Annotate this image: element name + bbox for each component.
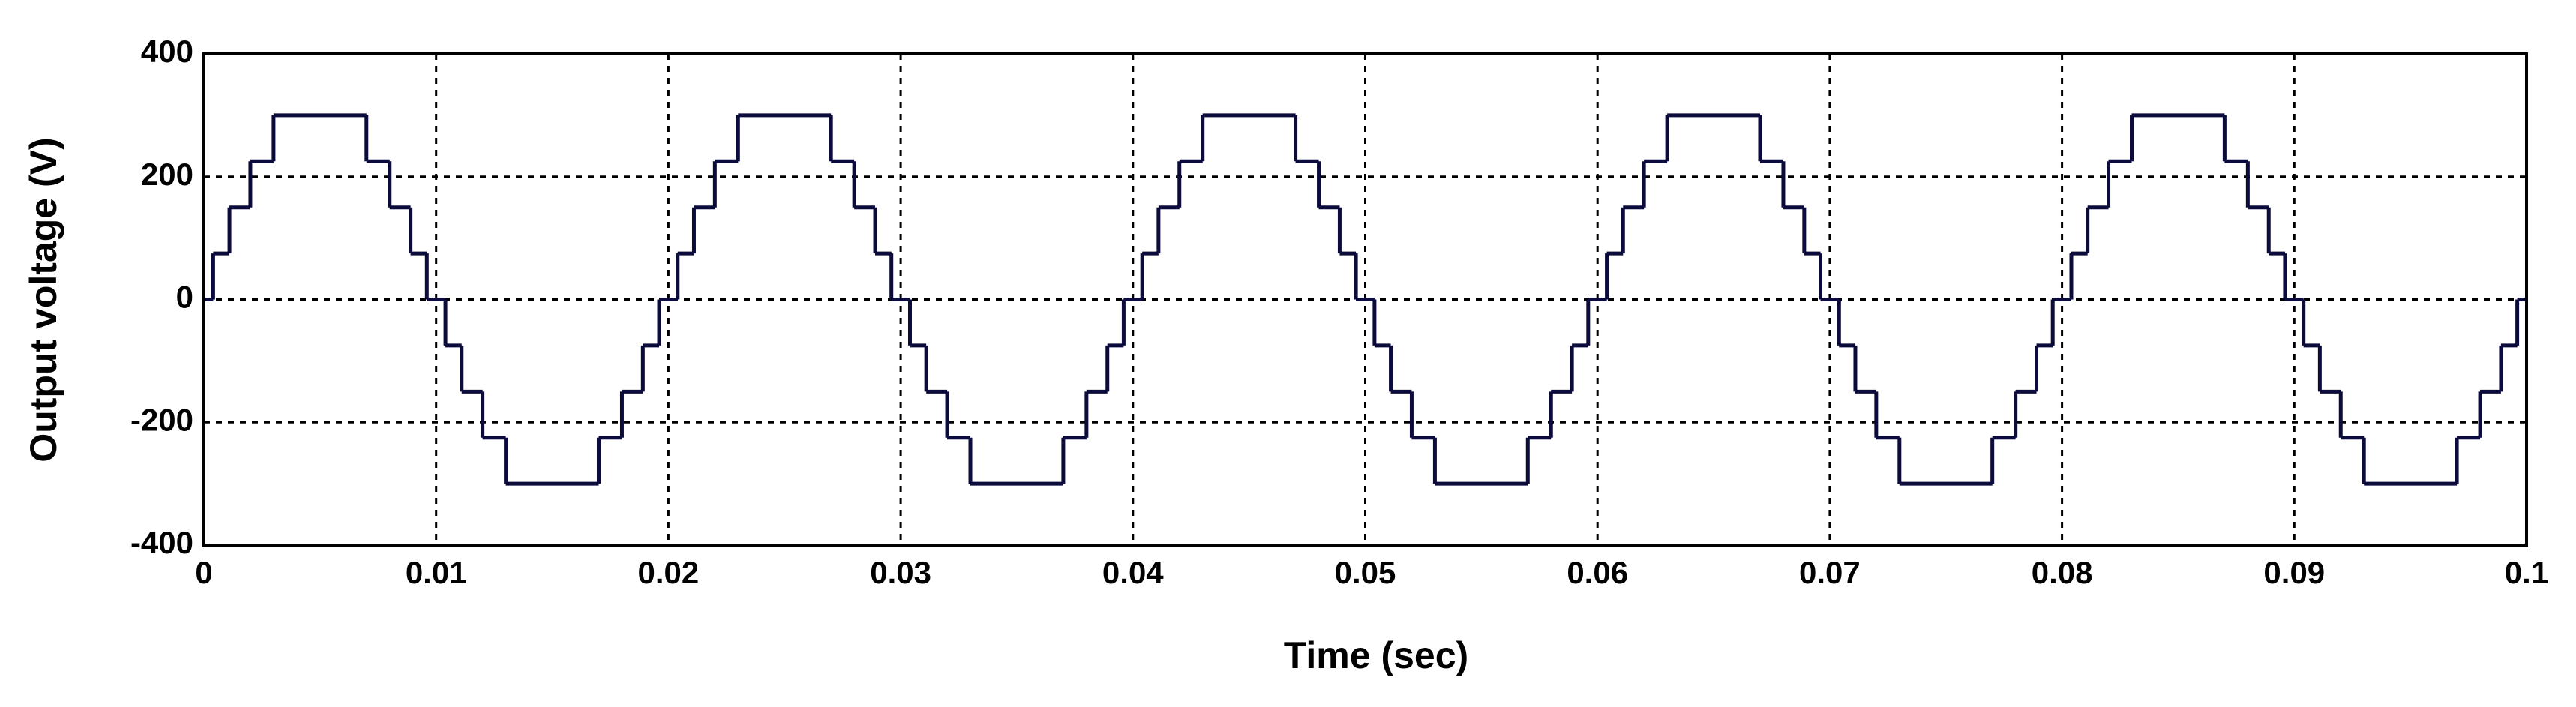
x-tick-label: 0 (195, 555, 212, 590)
x-tick-label: 0.02 (638, 555, 700, 590)
x-tick-label: 0.01 (406, 555, 467, 590)
y-tick-label: -400 (130, 525, 193, 560)
x-tick-label: 0.08 (2032, 555, 2093, 590)
x-tick-label: 0.04 (1102, 555, 1164, 590)
x-tick-label: 0.05 (1335, 555, 1396, 590)
y-axis-label: Output voltage (V) (22, 137, 64, 462)
y-tick-label: 0 (176, 280, 193, 315)
y-tick-label: 200 (141, 157, 193, 192)
x-tick-label: 0.07 (1799, 555, 1861, 590)
x-tick-label: 0.03 (870, 555, 931, 590)
x-tick-label: 0.06 (1567, 555, 1628, 590)
x-tick-label: 0.1 (2505, 555, 2548, 590)
plot-frame (202, 52, 2528, 547)
y-tick-label: -200 (130, 402, 193, 437)
x-axis-label: Time (sec) (1284, 634, 1468, 676)
x-tick-label: 0.09 (2263, 555, 2325, 590)
y-tick-label: 400 (141, 34, 193, 69)
